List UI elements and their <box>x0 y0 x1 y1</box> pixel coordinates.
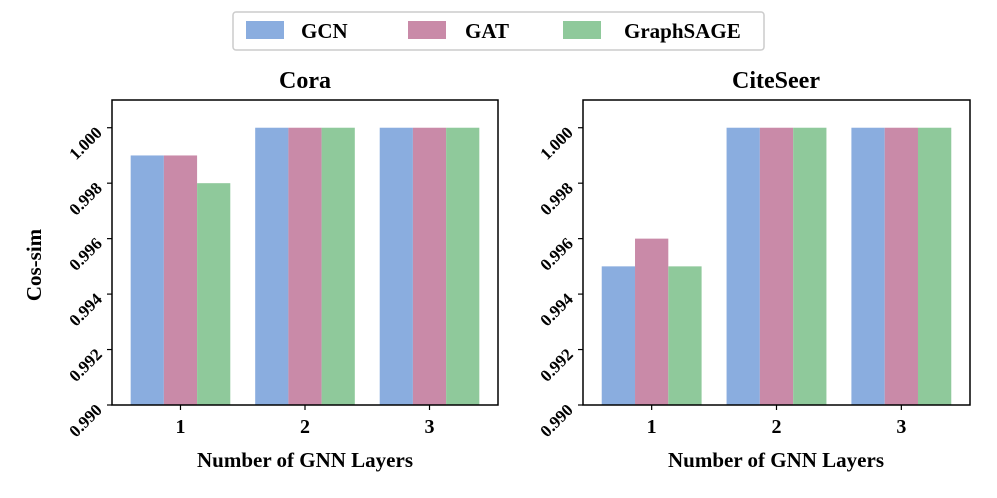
bar-gat-layer-3 <box>412 127 447 406</box>
bar-graphsage-layer-1 <box>668 266 702 405</box>
plot-frame <box>111 99 499 406</box>
chart-title: Cora <box>279 68 331 94</box>
y-tick-label: 0.998 <box>65 179 105 219</box>
chart-panel-citeseer: CiteSeer Number of GNN Layers 1 2 3 0.990 0.… <box>536 68 971 472</box>
x-tick-label: 3 <box>425 416 435 438</box>
y-tick-label: 1.000 <box>65 123 105 163</box>
bar-graphsage-layer-2 <box>321 127 355 406</box>
bar-gat-layer-1 <box>163 155 198 405</box>
chart-title: CiteSeer <box>732 68 820 94</box>
bar-gcn-layer-1 <box>130 155 164 405</box>
bar-graphsage-layer-3 <box>446 127 480 406</box>
x-axis-label: Number of GNN Layers <box>197 448 413 472</box>
legend-swatch-gcn <box>246 21 284 39</box>
legend-swatch-graphsage <box>563 21 601 39</box>
x-tick-label: 1 <box>175 416 185 438</box>
y-tick-label: 0.990 <box>65 400 105 440</box>
plot-area-cora: 1 2 3 0.990 0.992 0.994 0.996 0.998 1.000 <box>65 99 499 441</box>
y-tick-label: 0.996 <box>65 234 105 274</box>
bar-gat-layer-3 <box>884 127 918 406</box>
plot-area-citeseer: 1 2 3 0.990 0.992 0.994 0.996 0.998 1.000 <box>536 99 971 441</box>
bar-gcn-layer-3 <box>379 127 413 406</box>
y-tick-label: 0.996 <box>536 234 576 274</box>
legend-frame <box>232 11 765 51</box>
legend-swatch-gat <box>408 21 446 39</box>
legend-label-gat: GAT <box>465 19 509 43</box>
y-axis-label: Cos-sim <box>22 228 46 301</box>
chart-panel-cora: Cora Cos-sim Number of GNN Layers 1 2 3 0.9… <box>22 68 499 472</box>
y-tick-label: 0.992 <box>65 345 105 385</box>
x-tick-label: 2 <box>300 416 310 438</box>
legend-label-gcn: GCN <box>301 19 348 43</box>
bar-gat-layer-1 <box>635 238 669 405</box>
x-axis-label: Number of GNN Layers <box>668 448 884 472</box>
x-tick-label: 3 <box>896 416 906 438</box>
y-tick-label: 1.000 <box>536 123 576 163</box>
bar-graphsage-layer-1 <box>197 183 231 405</box>
bar-gat-layer-2 <box>288 127 322 406</box>
y-tick-label: 0.998 <box>536 179 576 219</box>
bar-graphsage-layer-3 <box>917 127 952 406</box>
bar-gcn-layer-2 <box>255 127 289 406</box>
bar-gat-layer-2 <box>759 127 794 406</box>
x-tick-label: 1 <box>647 416 657 438</box>
y-tick-label: 0.994 <box>65 289 106 330</box>
legend-label-graphsage: GraphSAGE <box>624 19 741 43</box>
y-tick-label: 0.994 <box>536 289 577 330</box>
x-tick-label: 2 <box>772 416 782 438</box>
y-tick-label: 0.990 <box>536 400 576 440</box>
y-tick-label: 0.992 <box>536 345 576 385</box>
bar-gcn-layer-1 <box>601 266 636 405</box>
bar-gcn-layer-2 <box>726 127 760 406</box>
bar-graphsage-layer-2 <box>793 127 827 406</box>
plot-frame <box>582 99 971 406</box>
bar-gcn-layer-3 <box>851 127 885 406</box>
legend: GCN GAT GraphSAGE <box>232 11 765 51</box>
